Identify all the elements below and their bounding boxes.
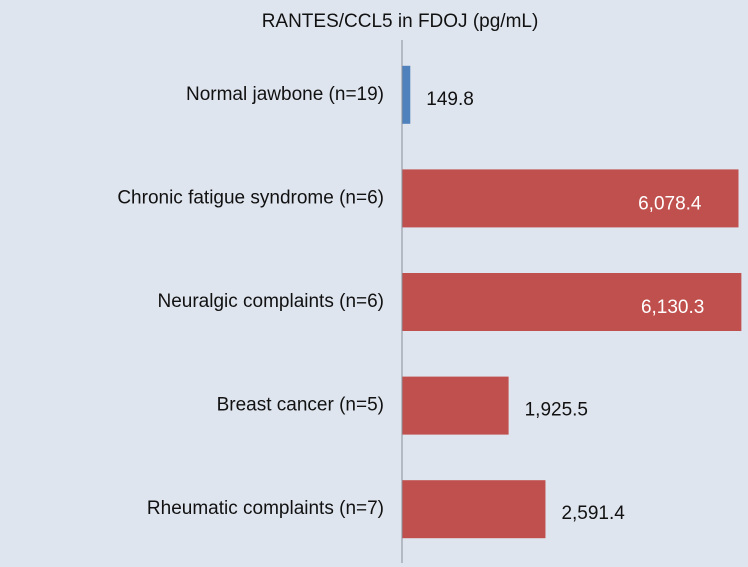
- data-label: 1,925.5: [525, 400, 588, 421]
- y-tick-label: Neuralgic complaints (n=6): [157, 291, 384, 312]
- data-label: 6,130.3: [641, 297, 704, 318]
- data-label: 6,078.4: [638, 193, 702, 214]
- bar: [402, 273, 742, 331]
- bar: [402, 480, 546, 539]
- chart-title: RANTES/CCL5 in FDOJ (pg/mL): [262, 11, 539, 32]
- bar: [402, 376, 509, 435]
- y-tick-label: Breast cancer (n=5): [217, 395, 384, 416]
- bar: [402, 169, 739, 228]
- y-tick-label: Chronic fatigue syndrome (n=6): [117, 187, 384, 208]
- data-label: 149.8: [426, 89, 474, 110]
- data-label: 2,591.4: [561, 503, 625, 524]
- bar: [402, 65, 411, 124]
- y-tick-label: Rheumatic complaints (n=7): [147, 498, 384, 519]
- y-tick-label: Normal jawbone (n=19): [186, 84, 384, 105]
